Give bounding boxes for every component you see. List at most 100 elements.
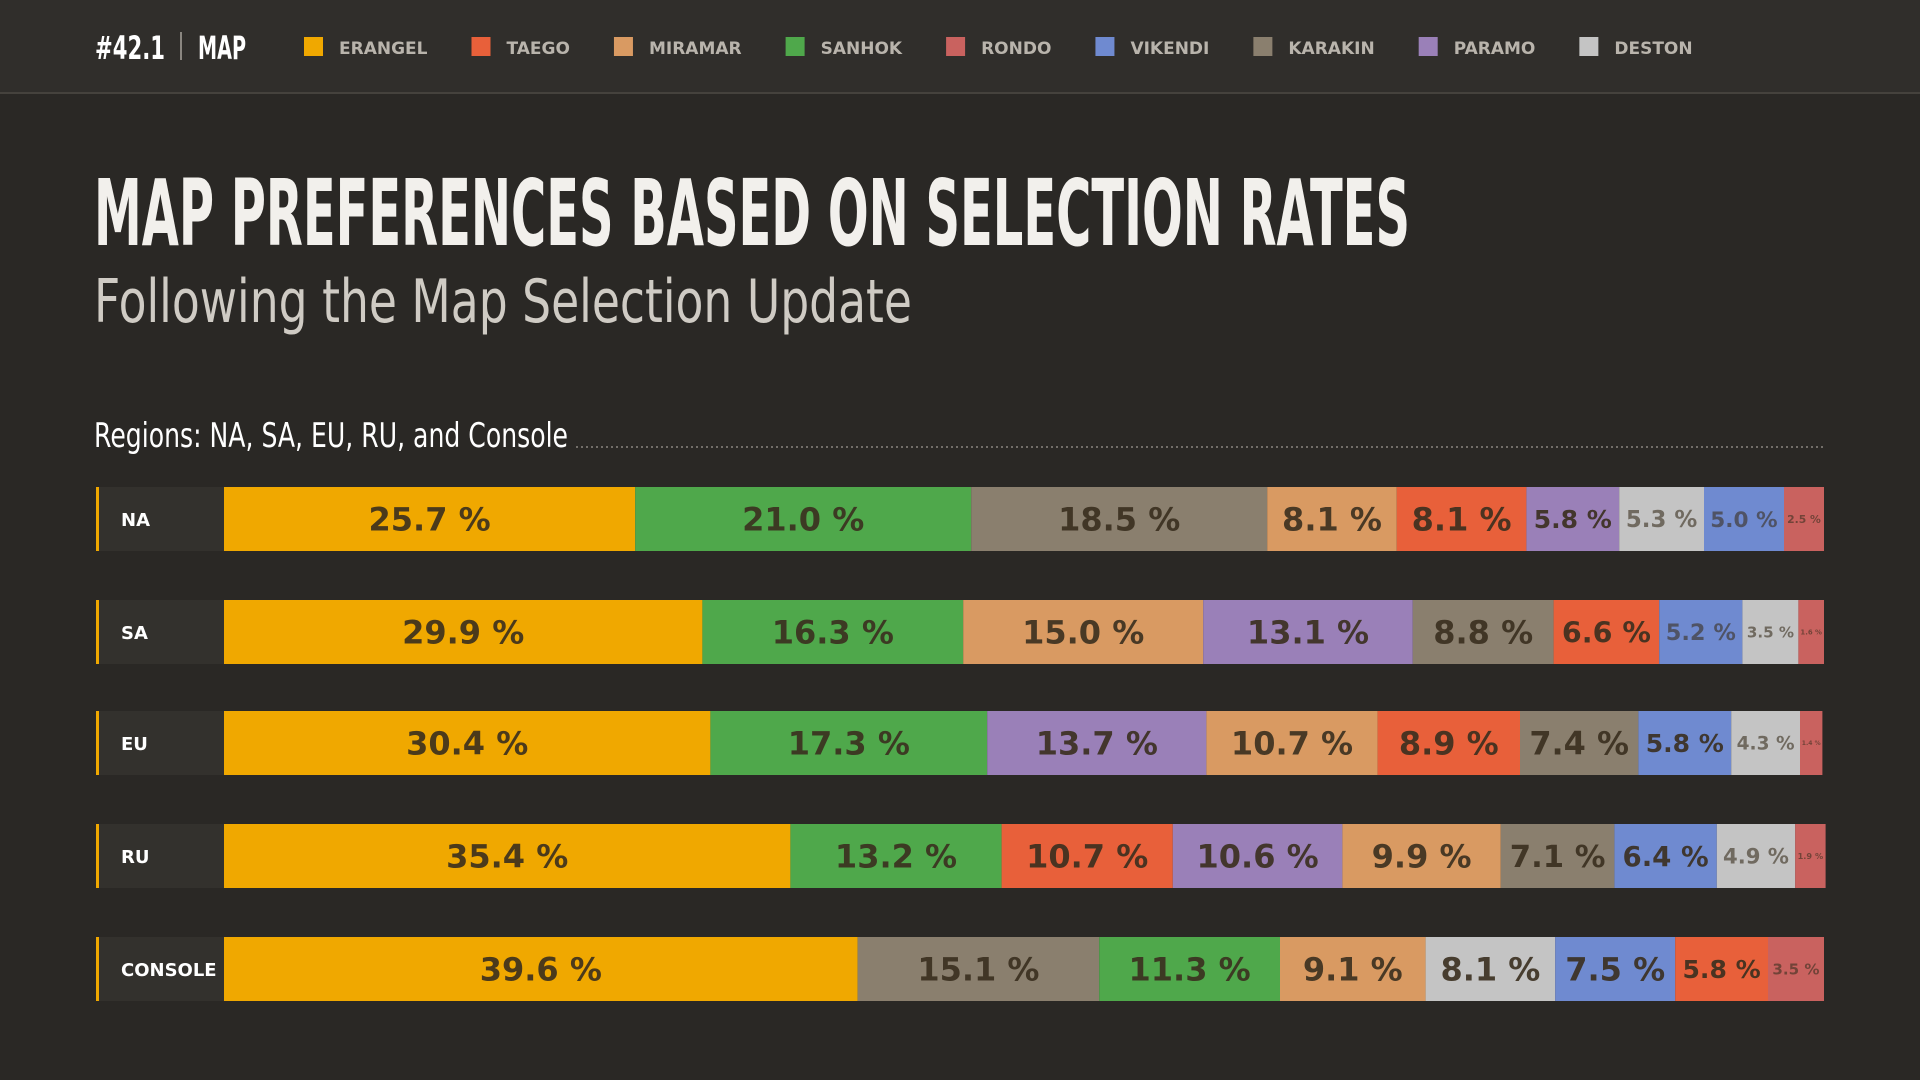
segment-label: 5.8 %: [1646, 729, 1724, 758]
row-label-box: [96, 824, 224, 888]
segment-label: 6.6 %: [1562, 616, 1651, 649]
bar-segment: [1795, 824, 1826, 888]
legend-swatch: [946, 37, 966, 56]
segment-label: 13.1 %: [1247, 614, 1369, 652]
bar-segment: [1001, 824, 1173, 888]
segment-label: 5.2 %: [1666, 620, 1736, 646]
legend: ERANGEL TAEGO MIRAMAR SANHOK RONDO VIKENDI KAR…: [304, 37, 1693, 59]
bar-segment: [224, 937, 858, 1001]
bar-segment: [1500, 824, 1615, 888]
bar-segment: [1396, 487, 1527, 551]
legend-swatch: [1095, 37, 1115, 56]
row-label: EU: [121, 734, 148, 755]
legend-swatch: [785, 37, 805, 56]
segment-label: 30.4 %: [406, 725, 528, 763]
segment-label: 7.4 %: [1529, 725, 1629, 763]
segment-label: 21.0 %: [742, 501, 864, 539]
segment-label: 4.9 %: [1723, 844, 1789, 869]
segment-label: 2.5 %: [1787, 513, 1821, 526]
legend-label: VIKENDI: [1130, 39, 1209, 59]
row-accent: [96, 711, 99, 775]
segment-label: 5.8 %: [1534, 505, 1612, 534]
segment-label: 8.9 %: [1399, 725, 1499, 763]
segment-label: 13.2 %: [835, 838, 957, 876]
segment-label: 8.1 %: [1412, 501, 1512, 539]
row-label: SA: [121, 623, 148, 644]
segment-label: 8.1 %: [1282, 501, 1382, 539]
segment-label: 11.3 %: [1129, 951, 1251, 989]
bar-segment: [1412, 600, 1554, 664]
bar-segment: [987, 711, 1207, 775]
legend-label: RONDO: [981, 39, 1051, 59]
segment-label: 5.0 %: [1710, 508, 1777, 533]
row-label: RU: [121, 847, 149, 868]
bar-segment: [1742, 600, 1799, 664]
row-accent: [96, 824, 99, 888]
bar-segment: [1704, 487, 1784, 551]
bar-segment: [224, 600, 703, 664]
bar-segment: [1342, 824, 1501, 888]
bar-segment: [1267, 487, 1397, 551]
segment-label: 5.3 %: [1626, 507, 1697, 533]
row-label-box: [96, 937, 224, 1001]
legend-label: PARAMO: [1454, 39, 1536, 59]
legend-label: KARAKIN: [1288, 39, 1374, 59]
legend-label: DESTON: [1614, 39, 1692, 59]
bar-segment: [1280, 937, 1426, 1001]
row-label-box: [96, 600, 224, 664]
bar-segment: [1619, 487, 1704, 551]
segment-label: 16.3 %: [772, 614, 894, 652]
bar-segment: [635, 487, 972, 551]
segment-label: 13.7 %: [1036, 725, 1158, 763]
bar-segment: [1099, 937, 1280, 1001]
bar-segment: [857, 937, 1100, 1001]
segment-label: 15.0 %: [1022, 614, 1144, 652]
segment-label: 3.5 %: [1747, 623, 1794, 641]
segment-label: 39.6 %: [480, 951, 602, 989]
bar-segment: [963, 600, 1204, 664]
legend-label: ERANGEL: [339, 39, 428, 59]
legend-swatch: [1253, 37, 1273, 56]
bar-segment: [790, 824, 1002, 888]
legend-label: TAEGO: [507, 39, 570, 59]
segment-label: 8.1 %: [1440, 951, 1540, 989]
bar-segment: [1520, 711, 1639, 775]
bar-segment: [1614, 824, 1717, 888]
chart-caption: Regions: NA, SA, EU, RU, and Console: [94, 416, 568, 456]
bar-segment: [224, 487, 636, 551]
legend-swatch: [471, 37, 491, 56]
row-label-box: [96, 711, 224, 775]
bar-segment: [224, 824, 791, 888]
row-label-box: [96, 487, 224, 551]
bar-segment: [1798, 600, 1824, 664]
segment-label: 5.8 %: [1683, 955, 1761, 984]
legend-swatch: [1418, 37, 1438, 56]
bar-segment: [1731, 711, 1800, 775]
section-title: MAP: [198, 29, 246, 67]
segment-label: 1.9 %: [1798, 851, 1824, 861]
segment-label: 1.4 %: [1802, 740, 1821, 747]
segment-label: 18.5 %: [1058, 501, 1180, 539]
bar-segment: [1716, 824, 1796, 888]
bar-segment: [702, 600, 964, 664]
bar-segment: [1800, 711, 1823, 775]
row-accent: [96, 937, 99, 1001]
bar-segment: [710, 711, 988, 775]
row-accent: [96, 600, 99, 664]
bar-segment: [1206, 711, 1378, 775]
bar-segment: [1768, 937, 1824, 1001]
segment-label: 17.3 %: [788, 725, 910, 763]
segment-label: 9.1 %: [1303, 951, 1403, 989]
segment-label: 7.1 %: [1510, 840, 1606, 875]
segment-label: 15.1 %: [917, 951, 1039, 989]
segment-label: 35.4 %: [446, 838, 568, 876]
segment-label: 29.9 %: [402, 614, 524, 652]
section-number: #42.1: [95, 29, 165, 67]
segment-label: 1.6 %: [1800, 628, 1822, 636]
segment-label: 8.8 %: [1433, 614, 1533, 652]
bar-segment: [224, 711, 711, 775]
row-accent: [96, 487, 99, 551]
segment-label: 9.9 %: [1372, 838, 1472, 876]
segment-label: 10.6 %: [1197, 838, 1319, 876]
bar-segment: [1526, 487, 1620, 551]
